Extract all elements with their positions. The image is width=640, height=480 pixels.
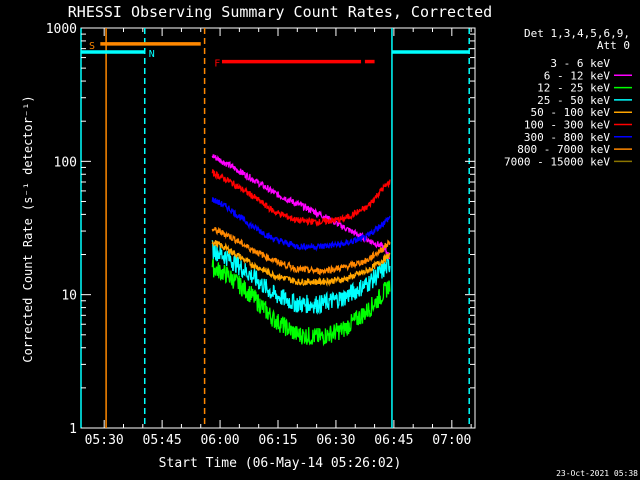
x-tick-label: 05:30 (85, 433, 124, 448)
y-tick-label: 1000 (46, 22, 77, 37)
x-tick-label: 06:00 (200, 433, 239, 448)
x-axis-label: Start Time (06-May-14 05:26:02) (159, 456, 402, 471)
flag-label: F (214, 59, 220, 70)
y-axis-label: Corrected Count Rate (s⁻¹ detector⁻¹) (21, 95, 35, 362)
chart-title: RHESSI Observing Summary Count Rates, Co… (68, 3, 492, 21)
legend-entry-label: 12 - 25 keV (537, 82, 610, 95)
legend-entry-label: 25 - 50 keV (537, 94, 610, 107)
legend-entry-label: 50 - 100 keV (531, 106, 611, 119)
series-line (211, 256, 391, 347)
legend-entry-label: 7000 - 15000 keV (504, 155, 610, 168)
y-axis-ticks: 1 10 100 1000 (46, 22, 475, 437)
x-axis-ticks: 05:30 05:45 06:00 06:15 06:30 06:45 07:00 (85, 28, 472, 448)
y-tick-label: 10 (61, 289, 77, 304)
legend-entry-label: 6 - 12 keV (544, 69, 611, 82)
series-line (211, 226, 391, 276)
series-lines (211, 151, 391, 347)
series-line (211, 240, 391, 315)
y-tick-label: 1 (69, 422, 77, 437)
y-tick-label: 100 (54, 155, 77, 170)
legend-entry-label: 3 - 6 keV (550, 57, 610, 70)
series-line (211, 168, 391, 227)
series-line (211, 240, 391, 287)
x-tick-label: 05:45 (143, 433, 182, 448)
x-tick-label: 07:00 (432, 433, 471, 448)
x-tick-label: 06:45 (374, 433, 413, 448)
flag-label: S (89, 41, 95, 52)
flag-bars: S N F (81, 41, 470, 70)
flag-label: N (149, 49, 155, 60)
legend-entry-label: 800 - 7000 keV (517, 143, 610, 156)
x-tick-label: 06:15 (258, 433, 297, 448)
footer-timestamp: 23-Oct-2021 05:38 (556, 469, 638, 478)
legend-header: Att 0 (597, 39, 630, 52)
series-line (211, 197, 391, 252)
legend-entry-label: 300 - 800 keV (524, 131, 610, 144)
vertical-markers (80, 28, 470, 428)
legend-header: Det 1,3,4,5,6,9, (524, 27, 630, 40)
x-tick-label: 06:30 (316, 433, 355, 448)
legend-entry-label: 100 - 300 keV (524, 119, 610, 132)
series-line (211, 153, 391, 260)
